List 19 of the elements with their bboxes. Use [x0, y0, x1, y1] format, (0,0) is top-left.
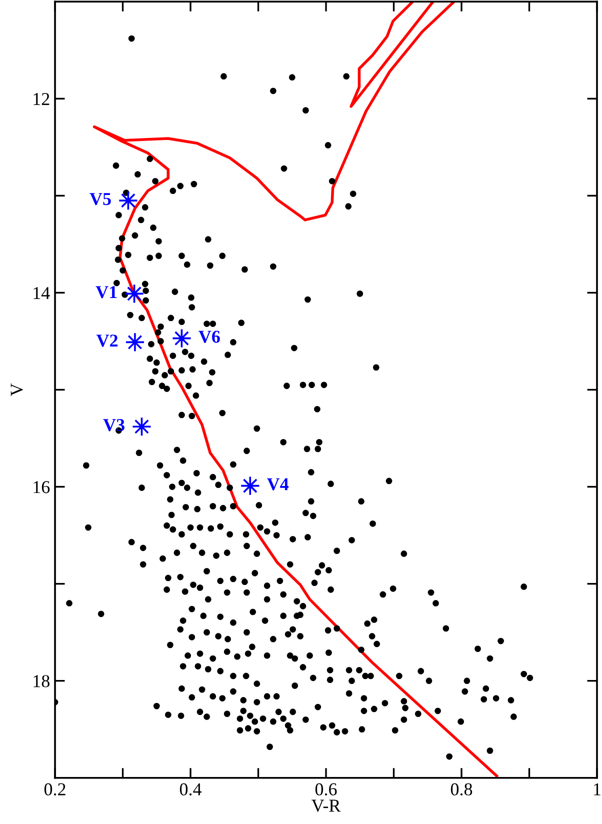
- annotation: V5: [90, 193, 111, 206]
- y-axis-title: V: [10, 383, 23, 396]
- y-tick-label: 18: [34, 675, 50, 688]
- x-tick-label: 0.6: [315, 783, 337, 796]
- annotation: V4: [267, 478, 289, 490]
- x-tick-label: 1: [594, 783, 600, 796]
- point: [118, 190, 138, 210]
- annotation: V3: [103, 419, 124, 432]
- y-tick-label: 16: [34, 481, 50, 494]
- annotation: V1: [96, 286, 117, 298]
- annotation: V2: [96, 334, 118, 347]
- annotation: V6: [198, 330, 220, 343]
- x-axis-title: V-R: [311, 800, 341, 812]
- x-tick-label: 0.2: [44, 783, 66, 796]
- y-tick-label: 14: [34, 287, 50, 299]
- point: [125, 332, 145, 352]
- y-tick-label: 12: [34, 92, 50, 105]
- x-tick-label: 0.4: [180, 783, 202, 796]
- x-tick-label: 0.8: [450, 783, 472, 796]
